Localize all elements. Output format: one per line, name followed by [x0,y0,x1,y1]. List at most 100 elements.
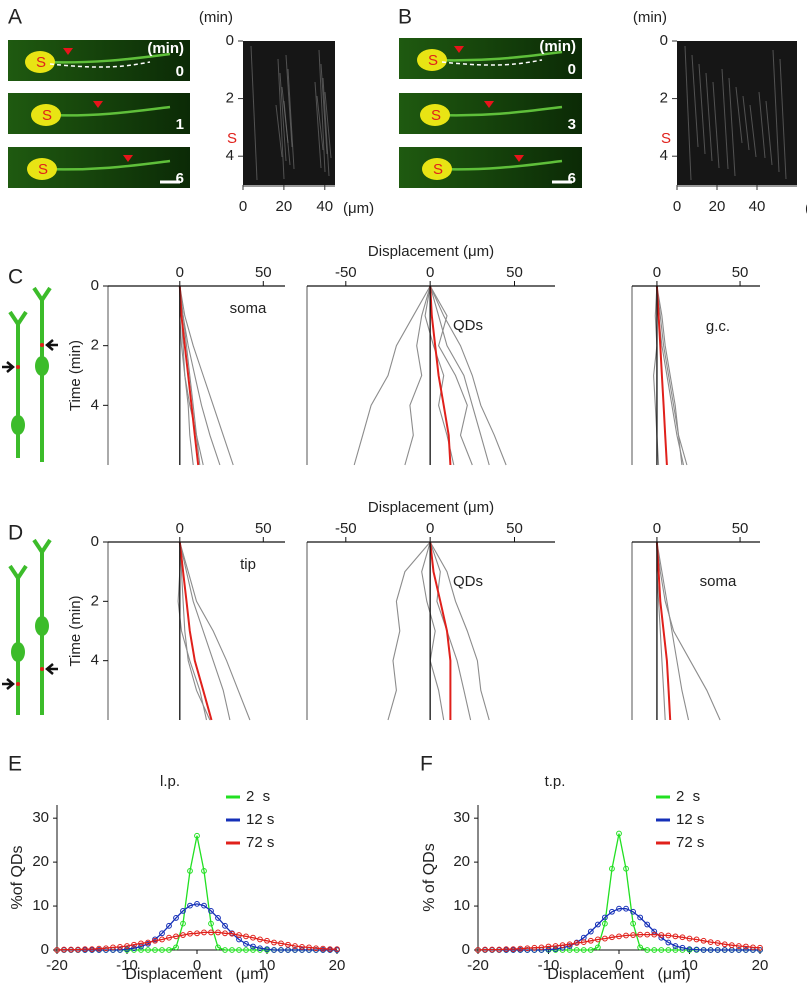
data-point [61,946,67,953]
x-tick-label: 50 [506,520,523,537]
arrowhead [63,48,73,55]
kymo-streak [279,72,287,162]
kymograph-image [243,41,335,185]
y-tick-label: 2 [226,90,234,107]
kymo-streak [749,104,757,158]
data-point [306,944,312,951]
data-point [257,945,263,952]
kymo-streak [277,58,285,180]
data-point [644,921,651,928]
x-tick-label: 0 [193,957,201,974]
data-point [75,946,81,953]
data-point [672,947,679,953]
trajectory [429,285,507,466]
y-tick-label: 4 [91,652,99,669]
mean-trajectory [178,285,200,466]
data-point [229,930,235,937]
data-point [735,947,742,953]
kymo-streak [324,91,332,159]
data-point [138,940,144,947]
legend-label: 12 s [246,811,274,828]
y-axis-label: %of QDs [9,845,26,909]
data-point [707,939,714,945]
data-point [299,944,305,950]
kymo-streak [765,100,773,166]
data-point [580,939,587,945]
data-point [131,941,137,948]
panel-label: B [398,6,412,29]
data-point [166,934,172,941]
data-point [700,937,707,944]
data-point [194,832,200,839]
data-point [145,947,151,953]
data-point [173,944,179,951]
arrowhead [514,155,524,162]
y-tick-label: 0 [462,941,470,958]
kymo-streak [721,68,729,170]
data-point [587,937,594,944]
data-point [208,907,214,914]
legend-label: 12 s [676,811,704,828]
y-tick-label: 4 [660,147,668,164]
data-point [236,932,242,938]
data-point [285,941,291,948]
soma [31,104,61,126]
data-point [180,920,186,927]
data-point [510,946,517,953]
data-point [271,947,277,953]
data-point [131,945,137,952]
kymo-streak [698,63,706,155]
qd-dot [16,682,20,686]
trajectory [179,541,231,721]
data-point [750,944,756,951]
trajectory [179,285,221,466]
data-point [250,943,256,950]
x-axis-label: Displacement (μm) [368,243,494,260]
panel-label: D [8,522,23,545]
x-tick-label: 20 [276,198,293,215]
data-point [573,947,580,953]
data-point [679,934,686,941]
data-point [250,934,256,941]
data-point [623,932,629,939]
data-point [609,865,615,872]
trace-arrow [441,59,543,66]
data-point [89,946,95,953]
arrowhead [123,155,133,162]
soma [25,51,55,73]
y-axis-label: Time (min) [67,340,84,411]
panel-title: soma [700,573,737,590]
arrow [2,361,15,373]
arrow [45,339,58,351]
x-tick-label: 0 [615,957,623,974]
data-point [672,943,679,949]
data-point [714,947,721,953]
x-tick-label: -50 [335,264,357,281]
data-point [566,947,573,953]
data-point [257,936,263,943]
x-tick-label: 10 [259,957,276,974]
data-point [630,932,636,938]
data-point [665,947,672,953]
data-point [693,946,700,953]
data-point [757,944,763,951]
arrowhead [93,101,103,108]
trajectory [179,541,211,721]
panel-label: A [8,6,22,29]
data-point [475,947,481,953]
kymo-streak [322,77,330,177]
legend-label: 2 s [246,788,270,805]
y-tick-label: 2 [91,592,99,609]
data-point [559,942,566,949]
data-point [222,947,228,953]
data-point [159,936,165,943]
y-tick-label: 0 [41,941,49,958]
data-point [138,943,144,950]
x-tick-label: 0 [176,264,184,281]
neurite [39,52,171,64]
y-tick-label: 20 [453,853,470,870]
data-point [623,865,629,872]
time-unit: (min) [147,40,184,57]
legend-label: 2 s [676,788,700,805]
data-point [714,940,721,946]
